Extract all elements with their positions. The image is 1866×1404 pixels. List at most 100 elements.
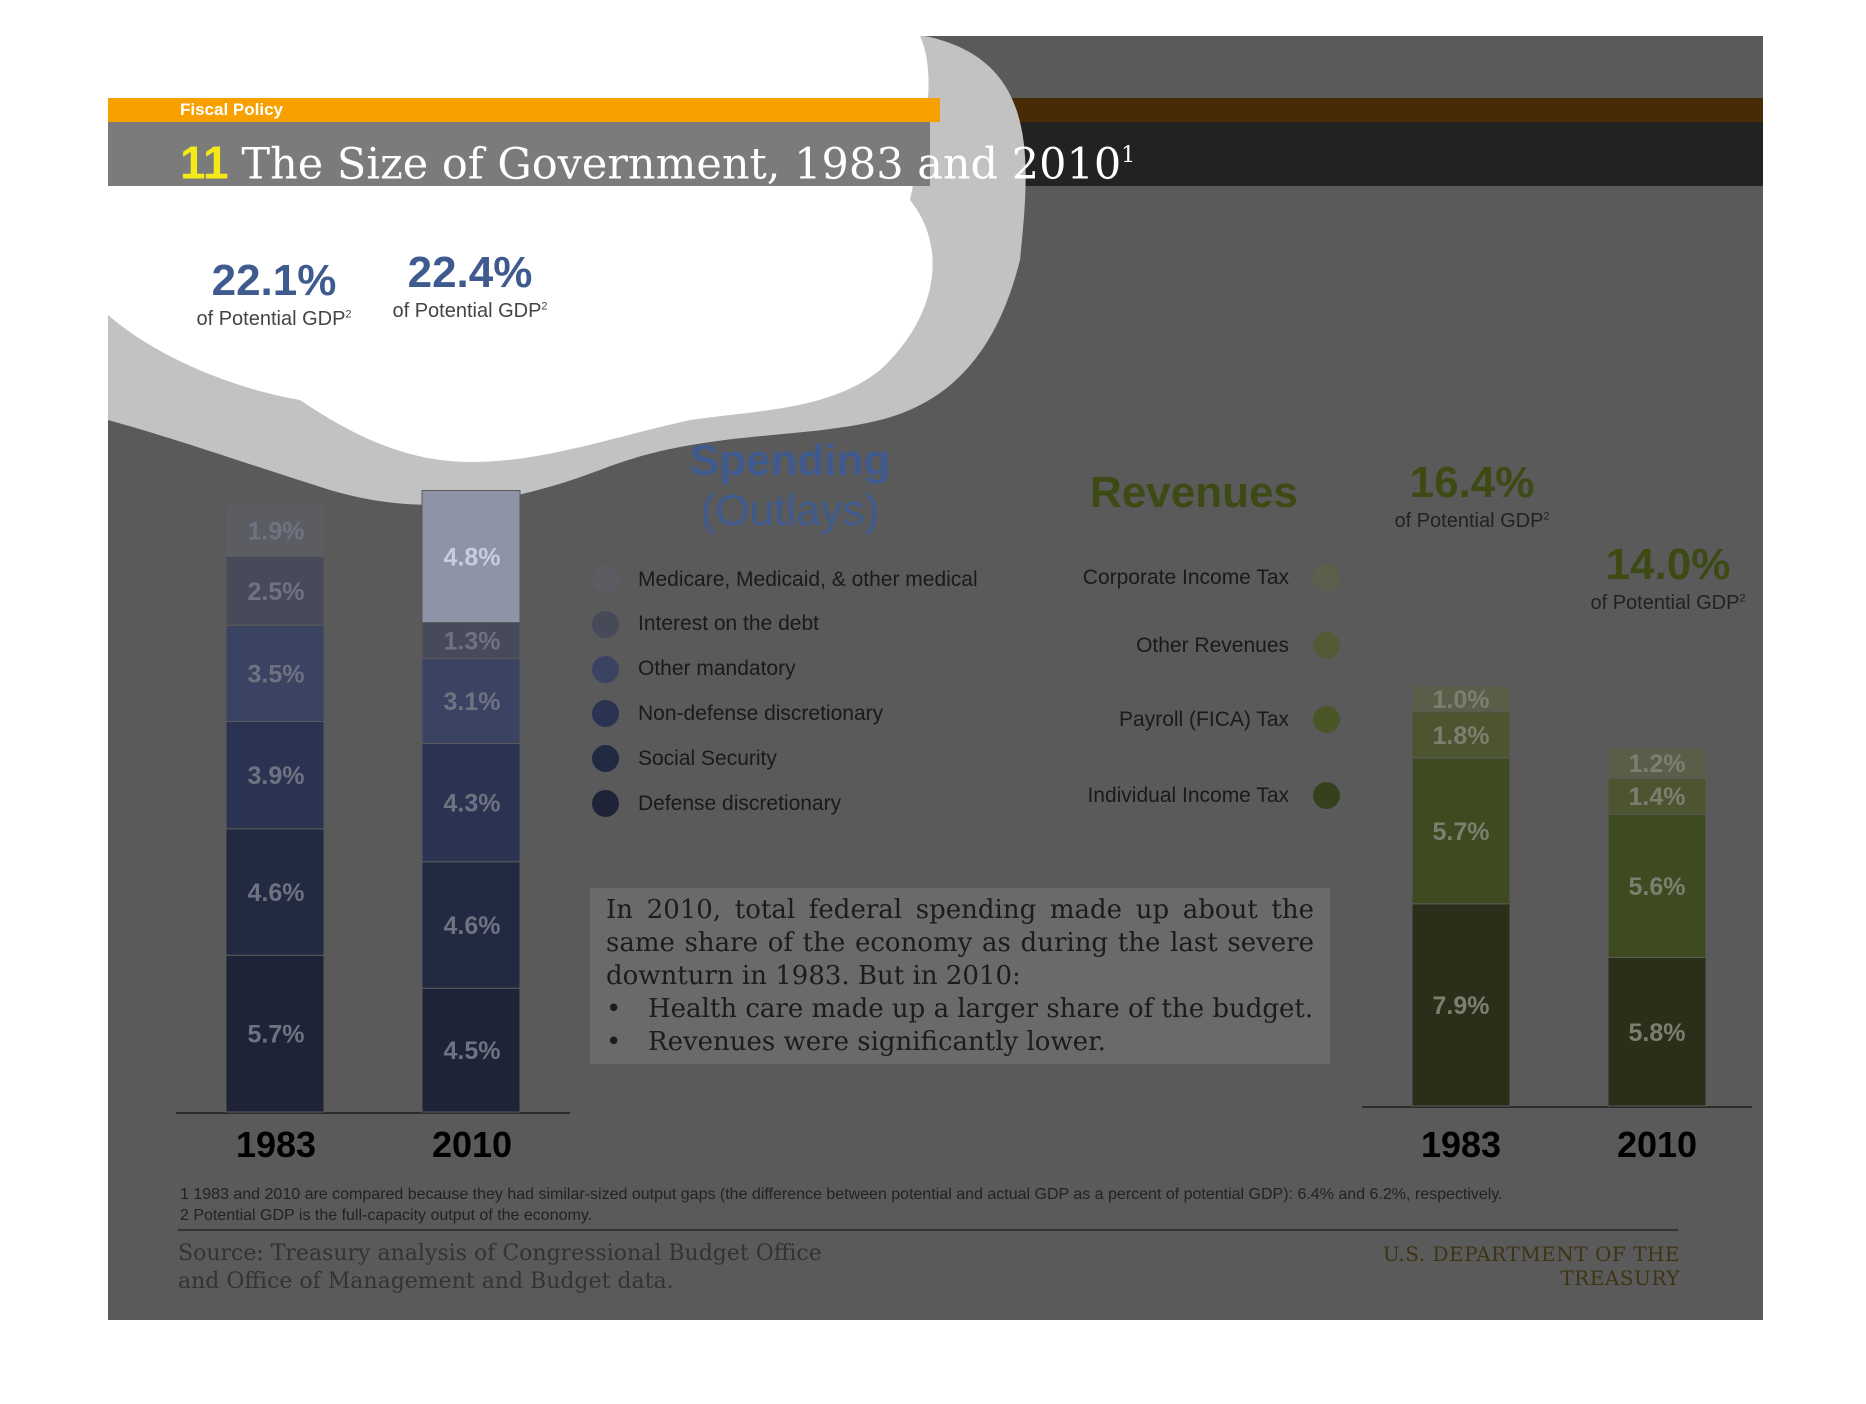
spending-legend-item: Social Security bbox=[592, 745, 777, 773]
legend-label: Individual Income Tax bbox=[1087, 783, 1289, 807]
summary-paragraph: In 2010, total federal spending made up … bbox=[606, 895, 1314, 991]
revenue-total-2010: 14.0% of Potential GDP2 bbox=[1548, 540, 1788, 615]
spending-bar-label: 3.9% bbox=[248, 762, 305, 790]
section-bar-light bbox=[108, 98, 940, 122]
legend-swatch bbox=[1313, 632, 1340, 659]
spending-bar-segment bbox=[225, 721, 325, 830]
legend-swatch bbox=[1313, 782, 1340, 809]
source-note: Source: Treasury analysis of Congression… bbox=[178, 1240, 822, 1296]
spending-bar-segment bbox=[421, 657, 521, 744]
spending-bar-label: 1.3% bbox=[444, 627, 501, 655]
spending-bar-label: 3.5% bbox=[248, 660, 305, 688]
legend-swatch bbox=[592, 745, 619, 773]
revenue-legend-item: Payroll (FICA) Tax bbox=[1119, 706, 1340, 733]
legend-swatch bbox=[1313, 564, 1340, 591]
revenue-bar-segment bbox=[1411, 685, 1511, 713]
spending-bar-segment bbox=[421, 987, 521, 1113]
spending-bar-segment bbox=[421, 622, 521, 659]
spending-chart: 5.7% 4.6% 3.9% 3.5% 2.5% 1.9% 1983 4.5% 4.6% 4.3%… bbox=[176, 490, 570, 1165]
spending-bar-label: 4.8% bbox=[444, 544, 501, 572]
section-label: Fiscal Policy bbox=[180, 100, 283, 119]
spending-legend-item: Interest on the debt bbox=[592, 610, 819, 638]
revenue-category-label: 1983 bbox=[1421, 1124, 1501, 1165]
spending-bar-label: 4.3% bbox=[444, 790, 501, 818]
spending-bar-segment bbox=[225, 954, 325, 1113]
spending-bar-segment bbox=[225, 503, 325, 557]
revenue-bar-label: 1.4% bbox=[1629, 783, 1686, 811]
legend-label: Defense discretionary bbox=[638, 791, 842, 815]
legend-swatch bbox=[592, 700, 619, 728]
spending-bar-label: 2.5% bbox=[248, 578, 305, 606]
total-note: of Potential GDP2 bbox=[1394, 510, 1550, 532]
summary-bullet: • Health care made up a larger share of t… bbox=[606, 994, 1314, 1024]
agency-name: U.S. DEPARTMENT OF THE TREASURY bbox=[1382, 1242, 1680, 1290]
source-line-1: Source: Treasury analysis of Congression… bbox=[178, 1241, 822, 1266]
spending-bar-segment bbox=[225, 828, 325, 956]
legend-swatch bbox=[592, 790, 619, 817]
spending-bar-segment bbox=[225, 624, 325, 722]
revenue-legend-item: Other Revenues bbox=[1136, 632, 1340, 659]
legend-label: Medicare, Medicaid, & other medical bbox=[638, 567, 978, 591]
revenue-bar-label: 1.2% bbox=[1629, 750, 1686, 778]
spending-bar-label: 4.6% bbox=[444, 912, 501, 940]
revenue-bar-segment bbox=[1607, 777, 1707, 815]
legend-label: Payroll (FICA) Tax bbox=[1119, 707, 1289, 731]
spending-legend-item: Other mandatory bbox=[592, 655, 796, 683]
summary-bullet: • Revenues were significantly lower. bbox=[606, 1027, 1106, 1057]
footnote-2: 2 Potential GDP is the full-capacity out… bbox=[180, 1207, 593, 1224]
title-bar-light bbox=[108, 122, 930, 186]
spending-heading: Spending (Outlays) bbox=[640, 436, 940, 536]
revenue-bar-segment bbox=[1607, 747, 1707, 779]
revenue-chart: 7.9% 5.7% 1.8% 1.0% 1983 5.8% 5.6% 1.4% 1.2% 2010 bbox=[1362, 685, 1752, 1165]
revenue-bar-label: 5.8% bbox=[1629, 1019, 1686, 1047]
total-value: 22.1% bbox=[211, 256, 337, 305]
spending-category-label: 1983 bbox=[236, 1124, 316, 1165]
revenue-bar-label: 5.6% bbox=[1629, 873, 1686, 901]
spending-bar-label: 4.6% bbox=[248, 879, 305, 907]
title-text: The Size of Government, 1983 and 2010 bbox=[241, 139, 1122, 190]
footnote-1: 1 1983 and 2010 are compared because the… bbox=[180, 1186, 1503, 1203]
total-note: of Potential GDP2 bbox=[1590, 592, 1746, 614]
legend-label: Other mandatory bbox=[638, 657, 796, 681]
spending-bar-label: 1.9% bbox=[248, 517, 305, 545]
legend-label: Non-defense discretionary bbox=[638, 701, 884, 725]
spending-legend-item: Non-defense discretionary bbox=[592, 700, 884, 728]
spending-bar-segment bbox=[421, 743, 521, 863]
revenues-heading: Revenues bbox=[1090, 468, 1298, 517]
revenue-bar-segment bbox=[1411, 903, 1511, 1107]
page-title: 11 The Size of Government, 1983 and 2010… bbox=[180, 128, 1135, 192]
spending-bar-label: 5.7% bbox=[248, 1021, 305, 1049]
spending-legend-item: Defense discretionary bbox=[592, 790, 841, 817]
total-value: 14.0% bbox=[1605, 540, 1731, 589]
total-note: of Potential GDP2 bbox=[196, 308, 352, 330]
spending-legend-item: Medicare, Medicaid, & other medical bbox=[592, 566, 978, 593]
legend-swatch bbox=[1313, 706, 1340, 733]
total-value: 22.4% bbox=[407, 248, 533, 297]
legend-swatch bbox=[592, 566, 619, 593]
title-footnote-ref: 1 bbox=[1121, 143, 1136, 168]
spending-category-label: 2010 bbox=[432, 1124, 512, 1165]
revenue-legend-item: Individual Income Tax bbox=[1087, 782, 1340, 809]
revenue-total-1983: 16.4% of Potential GDP2 bbox=[1352, 458, 1592, 533]
legend-label: Interest on the debt bbox=[638, 612, 819, 636]
revenue-bar-segment bbox=[1411, 711, 1511, 759]
spending-bar-segment bbox=[421, 861, 521, 989]
legend-swatch bbox=[592, 655, 619, 683]
source-line-2: and Office of Management and Budget data… bbox=[178, 1269, 674, 1294]
legend-swatch bbox=[592, 610, 619, 638]
revenue-bar-label: 7.9% bbox=[1433, 992, 1490, 1020]
spending-bar-label: 4.5% bbox=[444, 1037, 501, 1065]
legend-label: Social Security bbox=[638, 746, 777, 770]
revenue-legend-item: Corporate Income Tax bbox=[1083, 564, 1340, 591]
revenue-bar-segment bbox=[1607, 813, 1707, 959]
revenue-category-label: 2010 bbox=[1617, 1124, 1697, 1165]
slide-number: 11 bbox=[180, 136, 229, 189]
spending-bar-segment bbox=[421, 490, 521, 623]
footnotes: 1 1983 and 2010 are compared because the… bbox=[180, 1184, 1503, 1226]
spending-bar-label: 3.1% bbox=[444, 688, 501, 716]
total-value: 16.4% bbox=[1409, 458, 1535, 507]
spending-subtitle: (Outlays) bbox=[700, 486, 880, 535]
revenue-bar-label: 5.7% bbox=[1433, 818, 1490, 846]
legend-label: Other Revenues bbox=[1136, 633, 1289, 657]
summary-textbox: In 2010, total federal spending made up … bbox=[590, 888, 1330, 1064]
